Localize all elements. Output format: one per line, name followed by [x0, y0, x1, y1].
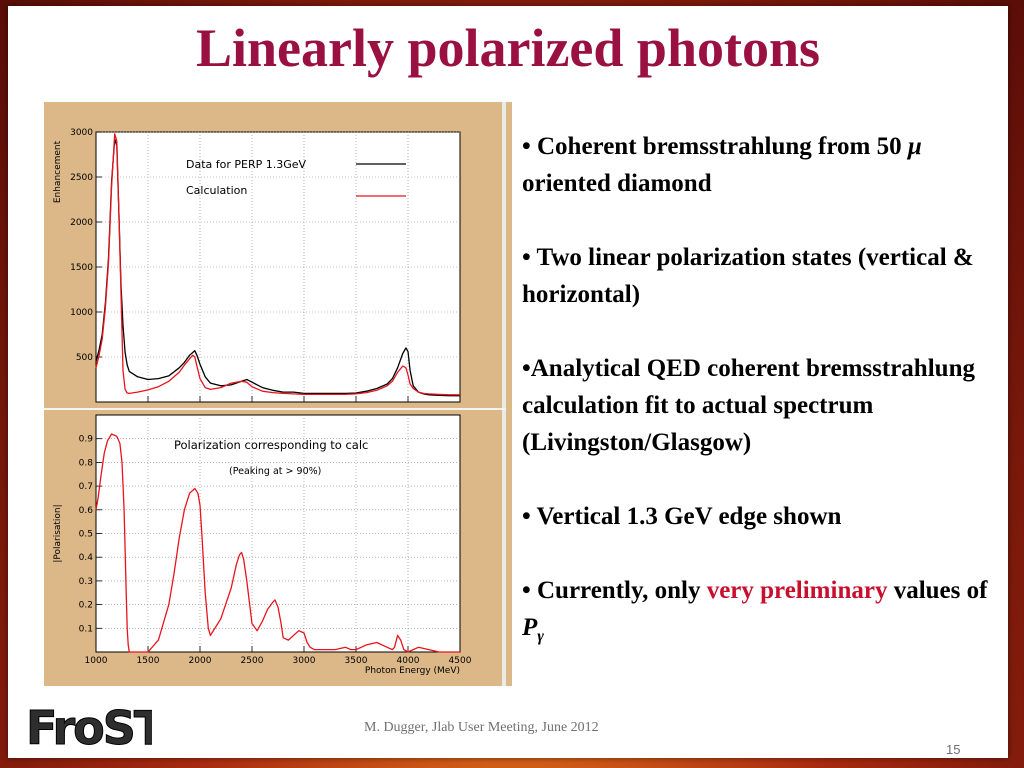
bullet-text: •Analytical QED coherent bremsstrahlung …: [522, 355, 975, 456]
bullet-text: • Coherent bremsstrahlung from 50: [522, 133, 908, 160]
series-line: [95, 133, 460, 396]
chart-subtitle: (Peaking at > 90%): [229, 466, 321, 477]
slide-title: Linearly polarized photons: [195, 18, 821, 78]
bullet-text: values of: [887, 577, 988, 604]
x-tick-label: 2500: [241, 656, 264, 666]
y-tick-label: 2000: [70, 218, 93, 228]
slide: Linearly polarized photons 500 1000 1500 20…: [8, 6, 1008, 758]
enhancement-chart: 500 1000 1500 2000 2500 3000 Enhancement Data f…: [53, 128, 461, 403]
y-tick-label: 0.3: [79, 577, 93, 587]
frost-logo: FroST: [22, 696, 169, 761]
y-axis-label: |Polarisation|: [53, 504, 63, 562]
figure-panel: 500 1000 1500 2000 2500 3000 Enhancement Data f…: [44, 102, 512, 686]
y-axis-label: Enhancement: [53, 140, 63, 203]
x-tick-label: 4000: [397, 656, 420, 666]
bullet-text: γ: [537, 628, 544, 645]
charts-figure: 500 1000 1500 2000 2500 3000 Enhancement Data f…: [44, 102, 512, 686]
y-tick-label: 0.6: [79, 506, 94, 516]
bullet-text: • Currently, only: [522, 577, 707, 604]
x-tick-label: 3000: [293, 656, 316, 666]
logo-text: FroST: [26, 701, 152, 755]
y-tick-label: 0.2: [79, 601, 93, 611]
bullet-item: • Vertical 1.3 GeV edge shown: [522, 498, 992, 535]
x-tick-label: 4500: [449, 656, 472, 666]
page-number: 15: [946, 742, 961, 757]
x-tick-label: 2000: [189, 656, 212, 666]
x-tick-label: 3500: [345, 656, 368, 666]
x-tick-label: 1000: [85, 656, 108, 666]
y-tick-label: 0.5: [79, 530, 93, 540]
y-tick-label: 1500: [70, 263, 93, 273]
bullet-text: • Vertical 1.3 GeV edge shown: [522, 503, 842, 530]
bullet-text: oriented diamond: [522, 170, 712, 197]
y-tick-label: 3000: [70, 128, 93, 138]
x-axis-label: Photon Energy (MeV): [365, 666, 460, 676]
bullet-item: • Currently, only very preliminary value…: [522, 572, 992, 655]
bullet-list: • Coherent bremsstrahlung from 50 μ orie…: [522, 128, 992, 655]
legend-label: Calculation: [186, 184, 247, 197]
y-tick-label: 0.1: [79, 624, 93, 634]
y-tick-label: 1000: [70, 308, 93, 318]
series-line: [95, 433, 460, 653]
bullet-text: very preliminary: [706, 577, 888, 604]
legend-label: Data for PERP 1.3GeV: [186, 158, 307, 171]
y-tick-label: 2500: [70, 173, 93, 183]
bullet-item: • Two linear polarization states (vertic…: [522, 239, 992, 313]
bullet-text: μ: [907, 133, 922, 160]
polarization-chart: 0.1 0.2 0.3 0.4 0.5 0.6 0.7 0.8 0.9 1000 1500 2000 2…: [53, 414, 472, 676]
y-tick-label: 500: [76, 353, 93, 363]
bullet-text: • Two linear polarization states (vertic…: [522, 244, 974, 308]
chart-title: Polarization corresponding to calc: [174, 438, 368, 452]
bullet-text: P: [522, 614, 538, 641]
footer-text: M. Dugger, Jlab User Meeting, June 2012: [364, 720, 599, 735]
y-tick-label: 0.8: [79, 458, 94, 468]
bullet-item: • Coherent bremsstrahlung from 50 μ orie…: [522, 128, 992, 202]
y-tick-label: 0.9: [79, 435, 94, 445]
x-tick-label: 1500: [137, 656, 160, 666]
bullet-item: •Analytical QED coherent bremsstrahlung …: [522, 350, 992, 461]
y-tick-label: 0.4: [79, 553, 94, 563]
y-tick-label: 0.7: [79, 482, 93, 492]
